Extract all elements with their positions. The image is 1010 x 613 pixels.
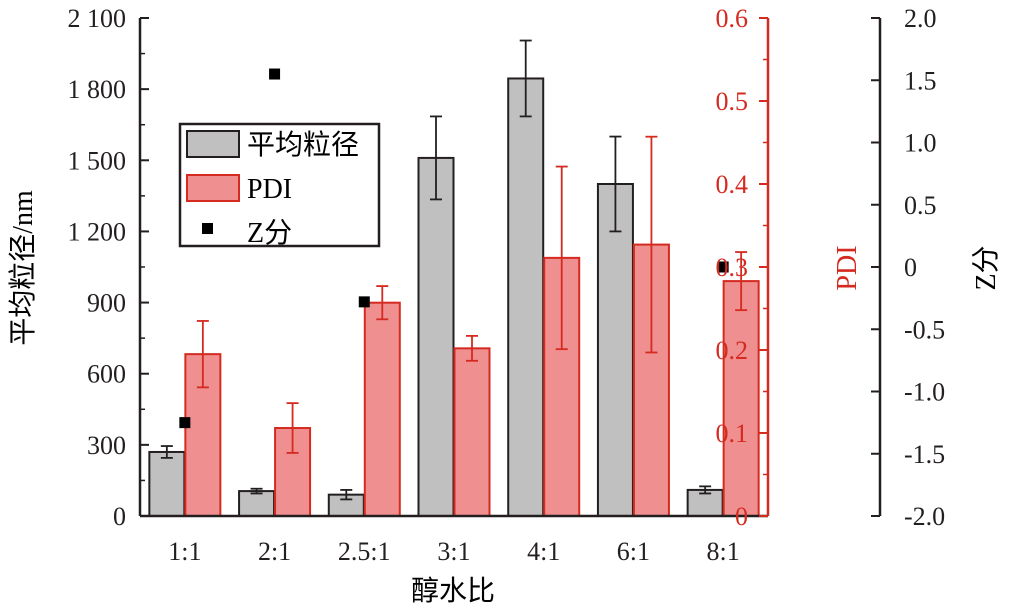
x-tick-label: 8:1: [707, 537, 740, 566]
bar-pdi: [363, 301, 401, 517]
x-tick-label: 6:1: [617, 537, 650, 566]
bar-mean-size: [238, 490, 276, 518]
right-tick-label: 0.2: [716, 336, 749, 365]
right-axis-title: PDI: [832, 245, 863, 290]
point-zeta: [179, 417, 191, 429]
far-right-tick-label: -0.5: [904, 315, 945, 344]
bar-pdi: [722, 280, 760, 517]
right-tick-label: 0.3: [716, 253, 749, 282]
far-right-tick-label: -1.0: [904, 378, 945, 407]
far-right-axis-title: Z分: [971, 245, 1002, 290]
far-right-tick-label: 1.5: [904, 66, 937, 95]
x-tick-label: 3:1: [437, 537, 470, 566]
far-right-tick-label: -1.5: [904, 440, 945, 469]
right-tick-label: 0.5: [716, 87, 749, 116]
bar-mean-size: [596, 183, 634, 517]
x-tick-label: 2.5:1: [338, 537, 391, 566]
point-zeta: [717, 261, 729, 273]
bar-pdi: [453, 347, 491, 517]
left-tick-label: 2 100: [68, 4, 127, 33]
bars-layer: [148, 39, 760, 518]
far-right-tick-label: 1.0: [904, 129, 937, 158]
bar-mean-size: [148, 450, 186, 518]
left-tick-label: 1 200: [68, 217, 127, 246]
x-tick-label: 2:1: [258, 537, 291, 566]
x-tick-label: 1:1: [168, 537, 201, 566]
bar-mean-size: [417, 156, 455, 518]
far-right-tick-label: 0: [904, 253, 917, 282]
axes-layer: 0 300 600 900 1 200 1 500 1 800 2 100 0 0.1 0.2 0.3…: [68, 4, 946, 566]
x-axis-title: 醇水比: [411, 575, 495, 607]
bar-pdi: [632, 243, 670, 517]
legend-swatch-pdi: [186, 174, 240, 202]
right-tick-label: 0: [735, 502, 748, 531]
legend: 平均粒径 PDI Z分: [178, 122, 381, 249]
left-axis-title: 平均粒径/nm: [7, 190, 39, 346]
right-tick-label: 0.4: [716, 170, 749, 199]
point-zeta: [269, 68, 281, 80]
left-tick-label: 1 800: [68, 75, 127, 104]
far-right-tick-label: 0.5: [904, 191, 937, 220]
legend-label-zeta: Z分: [247, 218, 292, 249]
x-tick-label: 4:1: [527, 537, 560, 566]
left-tick-label: 900: [87, 289, 126, 318]
far-right-tick-label: 2.0: [904, 4, 937, 33]
legend-label-pdi: PDI: [247, 174, 292, 205]
right-tick-label: 0.1: [716, 419, 749, 448]
left-tick-label: 1 500: [68, 146, 127, 175]
left-tick-label: 600: [87, 360, 126, 389]
legend-label-mean-size: 平均粒径: [247, 129, 359, 161]
point-zeta: [358, 296, 370, 308]
left-tick-label: 300: [87, 431, 126, 460]
legend-marker-zeta: [202, 223, 213, 234]
bar-mean-size: [507, 77, 545, 517]
right-tick-label: 0.6: [716, 4, 749, 33]
far-right-tick-label: -2.0: [904, 502, 945, 531]
left-tick-label: 0: [113, 502, 126, 531]
legend-swatch-mean-size: [186, 130, 240, 158]
